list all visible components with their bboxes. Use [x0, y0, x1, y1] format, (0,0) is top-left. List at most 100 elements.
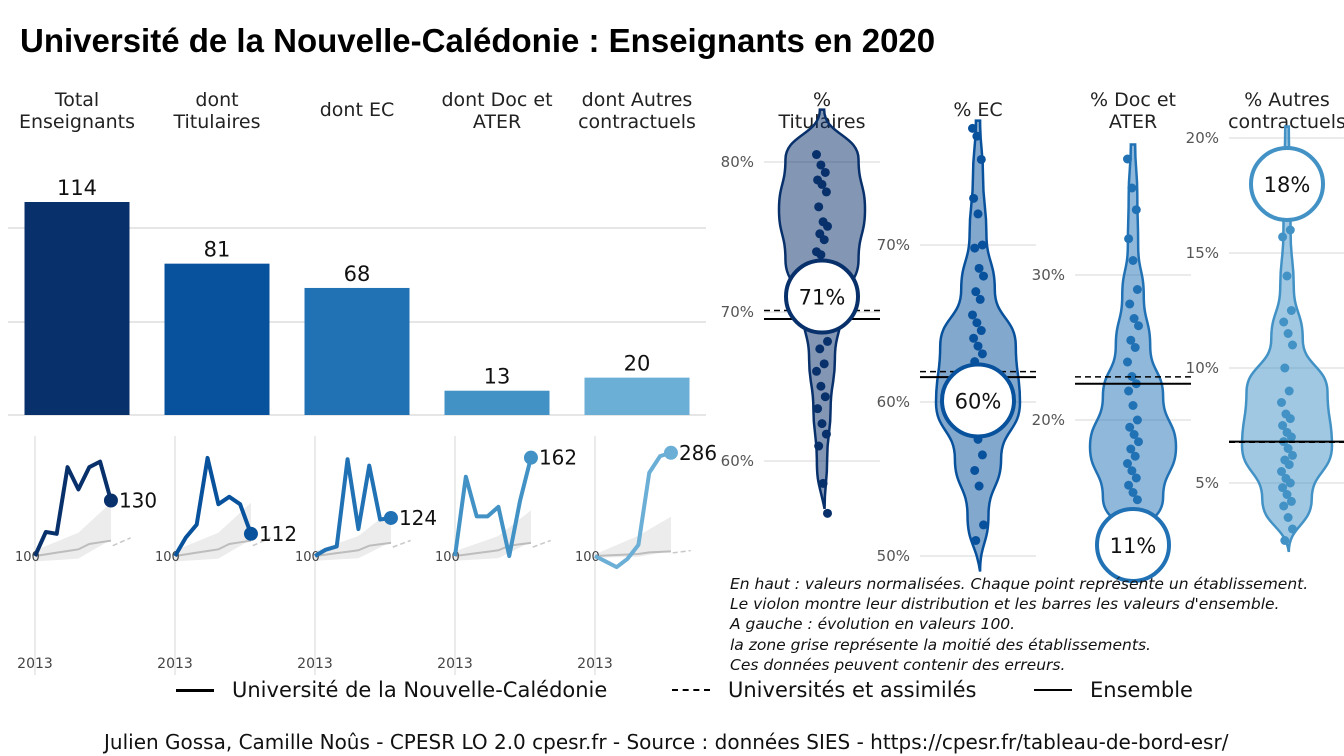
- line-x-tick-label: 2013: [297, 656, 333, 672]
- legend: Université de la Nouvelle-Calédonie Univ…: [0, 678, 1344, 710]
- line-series: [594, 450, 672, 570]
- line-end-point: [103, 493, 118, 508]
- violin-point: [1125, 299, 1135, 309]
- violin-point: [977, 240, 987, 250]
- violin-point: [1277, 467, 1286, 476]
- line-end-label: 162: [539, 446, 577, 470]
- violin-point: [1131, 473, 1141, 483]
- violin-point: [1286, 306, 1296, 315]
- line-grey-band: [595, 516, 671, 558]
- note-line-2: Le violon montre leur distribution et le…: [730, 595, 1280, 613]
- line-series: [173, 455, 253, 558]
- violin-point: [976, 326, 986, 336]
- violin-point: [972, 131, 982, 141]
- violin-tick-label: 50%: [877, 547, 910, 565]
- violin-point: [821, 187, 831, 197]
- bar-category-label: dont Doc et: [441, 89, 552, 111]
- violin-point: [823, 336, 832, 346]
- violin-point: [1285, 478, 1295, 488]
- legend-label: Universités et assimilés: [728, 678, 977, 702]
- violin-point: [1288, 340, 1297, 350]
- violin-point: [971, 535, 981, 545]
- violin-point: [1130, 343, 1140, 352]
- violin-point: [977, 450, 987, 460]
- violin-point: [1128, 256, 1138, 265]
- legend-label: Ensemble: [1090, 678, 1193, 702]
- violin-point: [1134, 437, 1143, 447]
- violin-point: [1126, 335, 1136, 345]
- note-line-3: A gauche : évolution en valeurs 100.: [730, 615, 1016, 633]
- violin-point: [817, 179, 827, 189]
- bar-value-label: 81: [204, 238, 231, 262]
- violin-value-bubble: [1249, 146, 1325, 222]
- bar-category-label: dont Autres: [582, 89, 693, 111]
- bar-category-label: dont EC: [320, 99, 395, 121]
- bar-category-label: Total: [54, 89, 99, 111]
- violin-point: [976, 154, 986, 164]
- chart-title: Université de la Nouvelle-Calédonie : En…: [20, 22, 936, 59]
- violin-panel-label: % EC: [953, 99, 1002, 121]
- violin-shape: [1240, 125, 1334, 553]
- bar-value-label: 13: [484, 365, 511, 389]
- line-end-point: [523, 450, 538, 465]
- violin-point: [1282, 490, 1292, 499]
- violin-point: [812, 150, 821, 160]
- note-line-4: la zone grise représente la moitié des é…: [730, 636, 1151, 654]
- line-grey-band: [175, 502, 251, 562]
- violin-panel-label: % Autres: [1244, 89, 1330, 111]
- violin-point: [1285, 225, 1295, 235]
- violin-point: [971, 287, 981, 297]
- line-series: [33, 459, 113, 557]
- violin-point: [968, 310, 977, 320]
- caption: Julien Gossa, Camille Noûs - CPESR LO 2.…: [104, 730, 1229, 754]
- line-end-label: 286: [679, 441, 717, 465]
- violin-point: [820, 392, 830, 402]
- violin-point: [1279, 317, 1289, 327]
- bar-value-label: 20: [624, 352, 651, 376]
- line-ensemble: [34, 539, 112, 557]
- violin-point: [1280, 363, 1290, 373]
- violin-value-label: 11%: [1110, 534, 1157, 558]
- bar-value-label: 68: [344, 262, 371, 286]
- line-x-tick-label: 2013: [17, 656, 53, 672]
- line-end-label: 130: [119, 489, 157, 513]
- violin-panel-label: ATER: [1109, 111, 1157, 133]
- violin-point: [819, 359, 829, 369]
- bar: [24, 202, 130, 415]
- line-ensemble: [454, 541, 532, 557]
- line-universites: [112, 537, 131, 547]
- bar-category-label: dont: [195, 89, 238, 111]
- legend-item-university: Université de la Nouvelle-Calédonie: [176, 678, 607, 702]
- note-line-5: Ces données peuvent contenir des erreurs…: [730, 656, 1066, 674]
- violin-point: [817, 419, 827, 429]
- violin-tick-label: 5%: [1195, 474, 1219, 492]
- line-universites: [392, 539, 411, 548]
- violin-value-bubble: [940, 362, 1016, 439]
- violin-point: [1278, 483, 1288, 493]
- violin-point: [969, 193, 979, 203]
- violin-panel-label: contractuels: [1228, 111, 1344, 133]
- violin-point: [1129, 314, 1139, 323]
- violin-point: [813, 404, 823, 414]
- violin-point: [823, 221, 832, 231]
- violin-point: [1129, 430, 1139, 439]
- line-baseline-label: 100: [155, 550, 180, 565]
- violin-point: [968, 123, 977, 133]
- violin-point: [812, 366, 821, 376]
- violin-point: [1124, 234, 1134, 244]
- violin-point: [1278, 232, 1288, 242]
- line-x-tick-label: 2013: [437, 656, 473, 672]
- violin-point: [820, 167, 830, 177]
- bar: [584, 377, 690, 415]
- violin-point: [1124, 480, 1134, 490]
- note-line-1: En haut : valeurs normalisées. Chaque po…: [730, 575, 1309, 593]
- legend-solid-line-icon: [176, 688, 214, 692]
- line-end-label: 112: [259, 522, 297, 546]
- violin-point: [1288, 450, 1297, 460]
- violin-point: [814, 441, 824, 451]
- violin-point: [1131, 205, 1141, 215]
- violin-point: [1124, 386, 1134, 396]
- violin-tick-label: 60%: [721, 452, 754, 470]
- violin-tick-label: 15%: [1186, 244, 1219, 262]
